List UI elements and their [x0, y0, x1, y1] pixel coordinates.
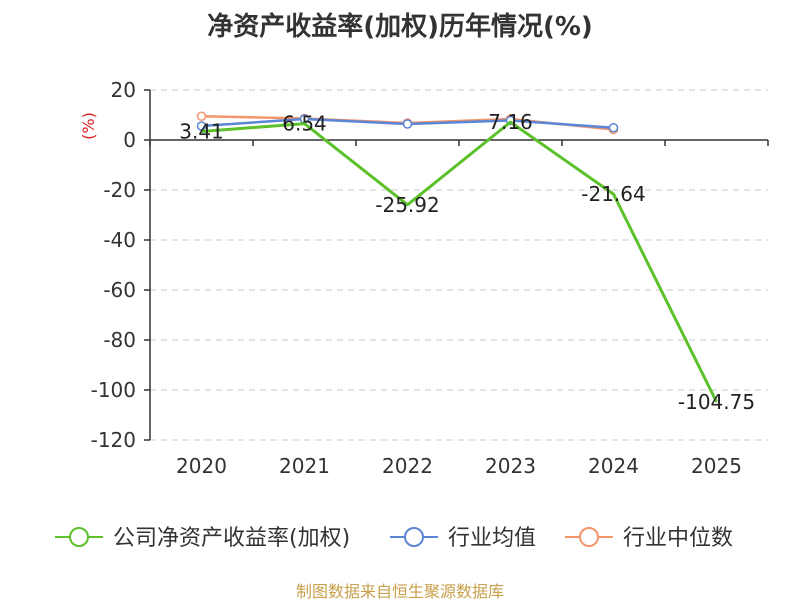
legend-label: 行业均值 [448, 526, 536, 551]
x-tick-label: 2022 [382, 454, 433, 478]
data-label: -25.92 [375, 193, 439, 217]
series-line-0 [201, 120, 718, 403]
legend-marker [69, 527, 89, 547]
y-tick-label: -20 [103, 178, 136, 202]
y-tick-label: -80 [103, 328, 136, 352]
x-tick-label: 2023 [485, 454, 536, 478]
source-note: 制图数据来自恒生聚源数据库 [295, 582, 504, 601]
legend-marker [579, 527, 599, 547]
y-tick-label: 0 [123, 128, 136, 152]
y-tick-label: -100 [91, 378, 136, 402]
chart-title: 净资产收益率(加权)历年情况(%) [207, 12, 593, 42]
x-tick-label: 2024 [588, 454, 639, 478]
data-label: -104.75 [678, 390, 755, 414]
data-label: 7.16 [488, 110, 533, 134]
legend-marker [404, 527, 424, 547]
y-tick-label: -60 [103, 278, 136, 302]
y-axis-label: (%) [79, 112, 98, 140]
y-tick-label: -120 [91, 428, 136, 452]
data-label: -21.64 [581, 182, 645, 206]
x-tick-label: 2020 [176, 454, 227, 478]
y-tick-label: -40 [103, 228, 136, 252]
series-point-1 [402, 119, 413, 129]
legend-label: 行业中位数 [623, 526, 733, 551]
y-tick-label: 20 [111, 78, 136, 102]
x-tick-label: 2021 [279, 454, 330, 478]
legend-label: 公司净资产收益率(加权) [113, 526, 350, 551]
series-point-2 [196, 111, 207, 121]
data-label: 3.41 [179, 119, 224, 143]
x-tick-label: 2025 [691, 454, 742, 478]
data-label: 6.54 [282, 112, 327, 136]
series-point-1 [608, 123, 619, 133]
